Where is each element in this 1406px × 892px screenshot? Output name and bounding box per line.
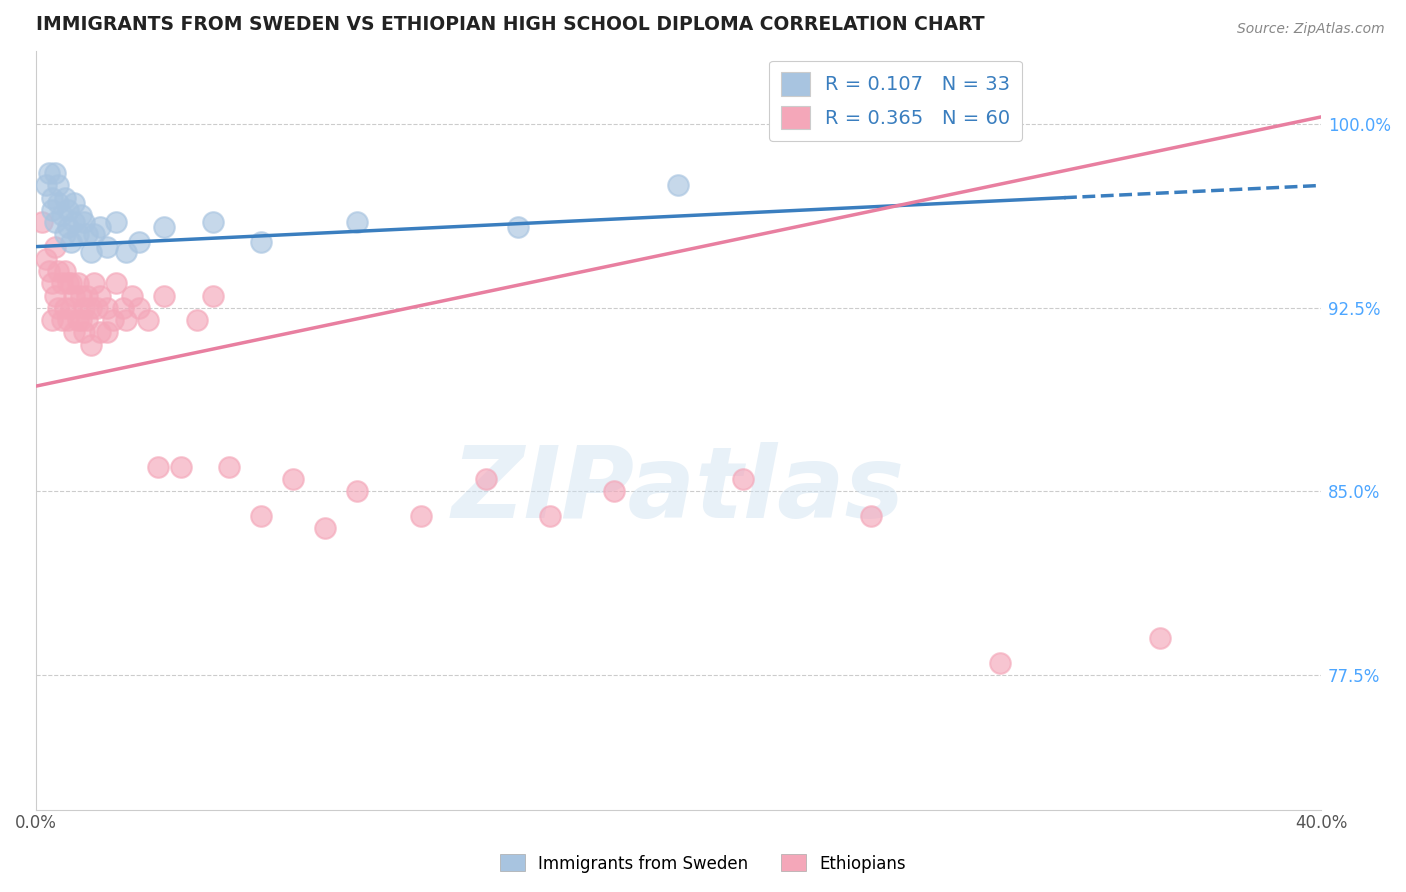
Point bbox=[31, 215, 53, 229]
Point bbox=[111, 301, 134, 315]
Point bbox=[48, 301, 70, 315]
Legend: Immigrants from Sweden, Ethiopians: Immigrants from Sweden, Ethiopians bbox=[494, 847, 912, 880]
Point bbox=[86, 301, 108, 315]
Point bbox=[51, 313, 73, 327]
Point bbox=[63, 288, 86, 302]
Point bbox=[41, 277, 63, 291]
Point bbox=[346, 215, 368, 229]
Point bbox=[63, 215, 86, 229]
Point bbox=[41, 313, 63, 327]
Point bbox=[44, 166, 66, 180]
Point bbox=[76, 227, 98, 242]
Point bbox=[60, 301, 83, 315]
Point bbox=[79, 301, 101, 315]
Point bbox=[988, 656, 1011, 670]
Point bbox=[153, 288, 176, 302]
Text: ZIPatlas: ZIPatlas bbox=[451, 442, 905, 540]
Point bbox=[121, 288, 143, 302]
Point bbox=[89, 220, 111, 235]
Point bbox=[1149, 631, 1171, 645]
Point bbox=[250, 235, 273, 249]
Point bbox=[66, 277, 89, 291]
Point bbox=[76, 288, 98, 302]
Point bbox=[53, 301, 76, 315]
Point bbox=[56, 313, 79, 327]
Point bbox=[346, 484, 368, 499]
Point bbox=[96, 326, 118, 340]
Point bbox=[48, 178, 70, 193]
Point bbox=[48, 195, 70, 210]
Point bbox=[53, 191, 76, 205]
Point bbox=[89, 326, 111, 340]
Point bbox=[115, 313, 138, 327]
Point bbox=[105, 215, 128, 229]
Point bbox=[34, 252, 56, 266]
Point bbox=[506, 220, 529, 235]
Point bbox=[44, 215, 66, 229]
Point bbox=[153, 220, 176, 235]
Point bbox=[53, 264, 76, 278]
Point bbox=[89, 288, 111, 302]
Point bbox=[48, 264, 70, 278]
Point bbox=[314, 521, 336, 535]
Point bbox=[538, 508, 561, 523]
Point bbox=[63, 195, 86, 210]
Point bbox=[731, 472, 754, 486]
Point bbox=[60, 235, 83, 249]
Point bbox=[44, 239, 66, 253]
Point bbox=[38, 264, 60, 278]
Point bbox=[70, 208, 93, 222]
Point bbox=[83, 227, 105, 242]
Point bbox=[668, 178, 690, 193]
Point bbox=[66, 313, 89, 327]
Point bbox=[41, 191, 63, 205]
Point bbox=[96, 301, 118, 315]
Point bbox=[51, 277, 73, 291]
Point bbox=[96, 239, 118, 253]
Point bbox=[53, 227, 76, 242]
Point bbox=[56, 202, 79, 217]
Point bbox=[138, 313, 160, 327]
Point bbox=[201, 288, 224, 302]
Point bbox=[411, 508, 433, 523]
Point bbox=[66, 227, 89, 242]
Point bbox=[128, 301, 150, 315]
Point bbox=[63, 326, 86, 340]
Point bbox=[38, 166, 60, 180]
Point bbox=[115, 244, 138, 259]
Point bbox=[51, 208, 73, 222]
Point bbox=[79, 337, 101, 351]
Point bbox=[201, 215, 224, 229]
Point bbox=[73, 301, 96, 315]
Point bbox=[83, 277, 105, 291]
Point bbox=[169, 459, 191, 474]
Point bbox=[73, 326, 96, 340]
Point bbox=[70, 288, 93, 302]
Point bbox=[218, 459, 240, 474]
Point bbox=[128, 235, 150, 249]
Point bbox=[41, 202, 63, 217]
Text: Source: ZipAtlas.com: Source: ZipAtlas.com bbox=[1237, 22, 1385, 37]
Point bbox=[105, 277, 128, 291]
Point bbox=[60, 277, 83, 291]
Point bbox=[250, 508, 273, 523]
Point bbox=[186, 313, 208, 327]
Point bbox=[603, 484, 626, 499]
Point bbox=[146, 459, 169, 474]
Point bbox=[44, 288, 66, 302]
Point bbox=[34, 178, 56, 193]
Point bbox=[101, 313, 124, 327]
Text: IMMIGRANTS FROM SWEDEN VS ETHIOPIAN HIGH SCHOOL DIPLOMA CORRELATION CHART: IMMIGRANTS FROM SWEDEN VS ETHIOPIAN HIGH… bbox=[37, 15, 984, 34]
Point bbox=[76, 313, 98, 327]
Legend: R = 0.107   N = 33, R = 0.365   N = 60: R = 0.107 N = 33, R = 0.365 N = 60 bbox=[769, 61, 1022, 141]
Point bbox=[70, 313, 93, 327]
Point bbox=[56, 220, 79, 235]
Point bbox=[73, 215, 96, 229]
Point bbox=[79, 244, 101, 259]
Point bbox=[281, 472, 304, 486]
Point bbox=[474, 472, 496, 486]
Point bbox=[56, 277, 79, 291]
Point bbox=[860, 508, 883, 523]
